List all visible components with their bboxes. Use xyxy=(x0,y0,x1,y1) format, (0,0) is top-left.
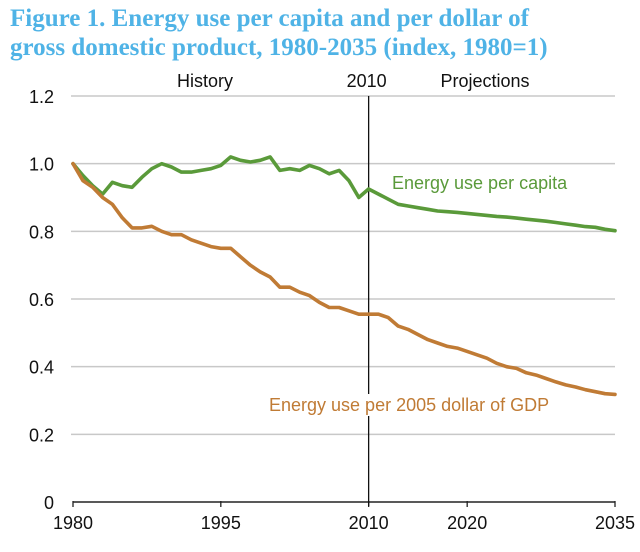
series-label-energy-per-gdp: Energy use per 2005 dollar of GDP xyxy=(269,395,549,415)
series-label-energy-per-capita: Energy use per capita xyxy=(392,173,568,193)
y-tick-label: 0 xyxy=(44,493,54,513)
y-tick-label: 0.2 xyxy=(29,425,54,445)
projections-label: Projections xyxy=(440,71,529,91)
tick-labels: 0 0.2 0.4 0.6 0.8 1.0 1.2 1980 1995 2010 2020 2035 xyxy=(29,87,635,533)
x-tick-label: 1980 xyxy=(53,513,93,533)
series-line-energy-per-gdp xyxy=(71,161,617,397)
y-tick-label: 0.4 xyxy=(29,358,54,378)
series-line-energy-per-capita xyxy=(71,155,617,233)
y-tick-label: 0.8 xyxy=(29,222,54,242)
gridlines xyxy=(71,95,615,436)
divider-year-label: 2010 xyxy=(347,71,387,91)
x-tick-label: 2035 xyxy=(595,513,635,533)
figure-title: Figure 1. Energy use per capita and per … xyxy=(10,4,640,62)
figure-title-line-1: Figure 1. Energy use per capita and per … xyxy=(10,5,529,32)
axes xyxy=(72,501,616,507)
figure-title-line-2: gross domestic product, 1980-2035 (index… xyxy=(10,34,548,61)
x-tick-label: 1995 xyxy=(201,513,241,533)
y-tick-label: 0.6 xyxy=(29,290,54,310)
history-label: History xyxy=(177,71,233,91)
x-tick-label: 2020 xyxy=(447,513,487,533)
series-label-background xyxy=(266,394,598,416)
y-tick-label: 1.0 xyxy=(29,155,54,175)
x-tick-label: 2010 xyxy=(349,513,389,533)
series-group xyxy=(71,155,617,397)
y-tick-label: 1.2 xyxy=(29,87,54,107)
